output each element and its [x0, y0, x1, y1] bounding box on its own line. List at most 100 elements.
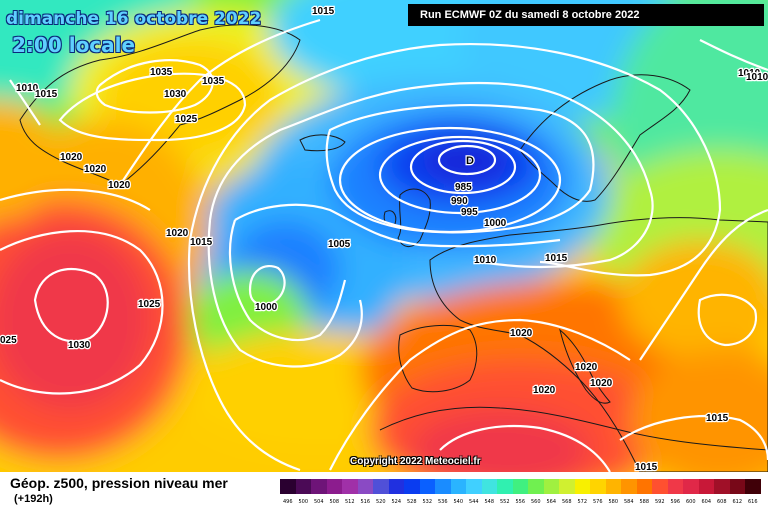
- scale-label: 528: [406, 499, 417, 505]
- scale-label: 560: [530, 499, 541, 505]
- isobar-label: 1020: [60, 152, 83, 163]
- color-scale: [280, 479, 761, 494]
- coastlines: [19, 24, 768, 472]
- scale-swatch: [388, 479, 404, 494]
- isobar-label: 1010: [16, 83, 39, 94]
- scale-label: 496: [282, 499, 293, 505]
- scale-label: 520: [375, 499, 386, 505]
- isobar-label: 1015: [635, 462, 658, 472]
- scale-swatch: [357, 479, 373, 494]
- scale-label: 608: [716, 499, 727, 505]
- scale-label: 504: [313, 499, 324, 505]
- weather-map: D 1015 1010 1015 1035 1030 1035 1025 102…: [0, 0, 768, 472]
- scale-swatch: [745, 479, 761, 494]
- scale-label: 616: [747, 499, 758, 505]
- scale-label: 568: [561, 499, 572, 505]
- scale-label: 596: [670, 499, 681, 505]
- scale-swatch: [497, 479, 513, 494]
- scale-label: 564: [546, 499, 557, 505]
- isobar-label: 1015: [35, 89, 58, 100]
- isobar-label: 990: [451, 196, 468, 207]
- scale-label: 604: [701, 499, 712, 505]
- scale-swatch: [698, 479, 714, 494]
- isobar-label: 1015: [545, 253, 568, 264]
- scale-label: 576: [592, 499, 603, 505]
- scale-swatch: [528, 479, 544, 494]
- scale-label: 524: [391, 499, 402, 505]
- scale-label: 516: [360, 499, 371, 505]
- isobar-label: 1015: [312, 6, 335, 17]
- scale-swatch: [652, 479, 668, 494]
- scale-swatch: [683, 479, 699, 494]
- isobar-label: 1000: [255, 302, 278, 313]
- scale-swatch: [621, 479, 637, 494]
- scale-label: 572: [577, 499, 588, 505]
- scale-label: 540: [453, 499, 464, 505]
- scale-label: 588: [639, 499, 650, 505]
- scale-swatch: [311, 479, 327, 494]
- copyright: Copyright 2022 Meteociel.fr: [350, 456, 481, 467]
- isobar-label: 985: [455, 182, 472, 193]
- scale-swatch: [543, 479, 559, 494]
- isobar-label: 025: [0, 335, 17, 346]
- scale-swatch: [450, 479, 466, 494]
- legend-title: Géop. z500, pression niveau mer: [10, 475, 228, 491]
- isobar-label: 1035: [202, 76, 225, 87]
- isobar-label: 1015: [190, 237, 213, 248]
- scale-label: 508: [329, 499, 340, 505]
- isobar-label: 1000: [484, 218, 507, 229]
- scale-swatch: [559, 479, 575, 494]
- scale-swatch: [714, 479, 730, 494]
- low-center-marker: D: [466, 155, 474, 167]
- forecast-time: 2:00 locale: [12, 33, 136, 57]
- isobar-label: 1015: [706, 413, 729, 424]
- legend-subtitle: (+192h): [14, 493, 53, 505]
- isobar-label: 1005: [328, 239, 351, 250]
- scale-swatch: [466, 479, 482, 494]
- isobar-label: 1020: [108, 180, 131, 191]
- isobar-label: 1035: [150, 67, 173, 78]
- scale-swatch: [295, 479, 311, 494]
- isobar-label: 1020: [533, 385, 556, 396]
- isobar-label: 1020: [590, 378, 613, 389]
- isobars: [0, 18, 768, 472]
- scale-swatch: [590, 479, 606, 494]
- isobar-label: 1020: [166, 228, 189, 239]
- scale-label: 512: [344, 499, 355, 505]
- scale-swatch: [512, 479, 528, 494]
- isobar-label: 1020: [84, 164, 107, 175]
- scale-label: 580: [608, 499, 619, 505]
- scale-swatch: [373, 479, 389, 494]
- isobar-label: 1010: [738, 68, 761, 79]
- scale-swatch: [574, 479, 590, 494]
- scale-swatch: [636, 479, 652, 494]
- isobar-label: 1010: [746, 72, 768, 83]
- scale-swatch: [326, 479, 342, 494]
- scale-swatch: [419, 479, 435, 494]
- scale-label: 500: [298, 499, 309, 505]
- scale-label: 584: [623, 499, 634, 505]
- scale-label: 548: [484, 499, 495, 505]
- scale-swatch: [342, 479, 358, 494]
- scale-swatch: [605, 479, 621, 494]
- isobar-labels: 1015 1010 1015 1035 1030 1035 1025 1020 …: [0, 5, 768, 472]
- scale-label: 600: [685, 499, 696, 505]
- map-canvas: D 1015 1010 1015 1035 1030 1035 1025 102…: [0, 0, 768, 472]
- color-scale-labels: 496 500 504 508 512 516 520 524 528 532 536 540 544 5…: [280, 499, 761, 509]
- run-banner: Run ECMWF 0Z du samedi 8 octobre 2022: [408, 4, 764, 26]
- scale-swatch: [729, 479, 745, 494]
- scale-swatch: [481, 479, 497, 494]
- isobar-label: 1025: [175, 114, 198, 125]
- scale-label: 612: [732, 499, 743, 505]
- scale-swatch: [667, 479, 683, 494]
- scale-label: 592: [654, 499, 665, 505]
- forecast-date: dimanche 16 octobre 2022: [6, 9, 262, 29]
- scale-label: 532: [422, 499, 433, 505]
- isobar-label: 1030: [164, 89, 187, 100]
- scale-label: 536: [437, 499, 448, 505]
- isobar-label: 995: [461, 207, 478, 218]
- scale-label: 556: [515, 499, 526, 505]
- isobar-label: 1020: [575, 362, 598, 373]
- scale-label: 552: [499, 499, 510, 505]
- isobar-label: 1025: [138, 299, 161, 310]
